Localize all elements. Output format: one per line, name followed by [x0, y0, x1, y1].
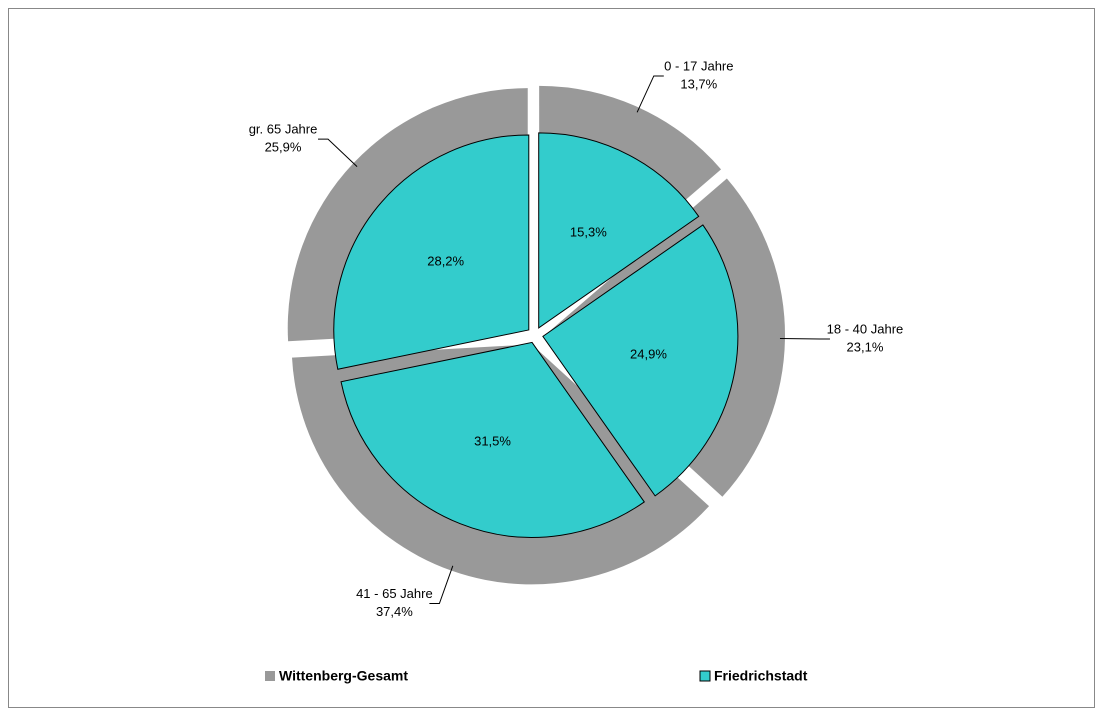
- data-label: 25,9%: [265, 140, 302, 155]
- leader-line: [318, 138, 358, 167]
- leader-line: [779, 337, 830, 340]
- category-label: 41 - 65 Jahre: [356, 586, 433, 601]
- data-label: 31,5%: [474, 434, 511, 449]
- pie-slice: [538, 132, 700, 329]
- pie-slice: [333, 134, 530, 370]
- pie-slice: [340, 341, 645, 538]
- data-label: 24,9%: [630, 346, 667, 361]
- category-label: 18 - 40 Jahre: [827, 321, 904, 336]
- data-label: 28,2%: [427, 254, 464, 269]
- pie-slice: [542, 224, 739, 497]
- data-label: 37,4%: [376, 604, 413, 619]
- leader-line: [636, 75, 664, 113]
- legend-swatch: [699, 670, 711, 682]
- legend-label: Wittenberg-Gesamt: [279, 668, 408, 684]
- legend-label: Friedrichstadt: [714, 668, 808, 684]
- data-label: 23,1%: [847, 339, 884, 354]
- data-label: 13,7%: [680, 76, 717, 91]
- category-label: gr. 65 Jahre: [249, 122, 318, 137]
- leader-line: [429, 565, 454, 604]
- data-label: 15,3%: [570, 224, 607, 239]
- category-label: 0 - 17 Jahre: [664, 58, 733, 73]
- legend-swatch: [265, 671, 275, 681]
